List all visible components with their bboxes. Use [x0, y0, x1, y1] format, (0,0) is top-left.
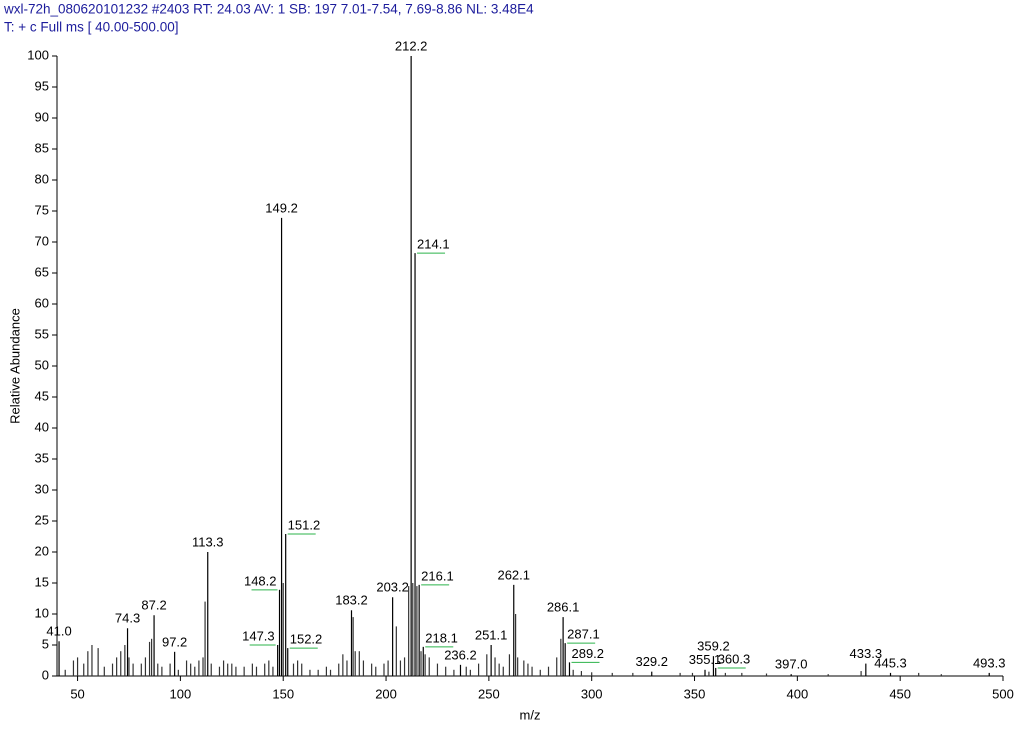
y-tick-label: 30 [35, 481, 49, 496]
peak-label: 236.2 [444, 647, 477, 662]
x-tick-label: 250 [478, 686, 500, 701]
x-tick-label: 400 [786, 686, 808, 701]
y-tick-label: 15 [35, 574, 49, 589]
peak-label: 359.2 [697, 639, 730, 654]
y-tick-label: 40 [35, 419, 49, 434]
peak-label: 87.2 [141, 598, 166, 613]
y-tick-label: 5 [42, 636, 49, 651]
x-tick-label: 350 [684, 686, 706, 701]
y-tick-label: 95 [35, 78, 49, 93]
peak-label: 41.0 [46, 624, 71, 639]
peak-label: 493.3 [973, 655, 1006, 670]
header-line: T: + c Full ms [ 40.00-500.00] [4, 20, 178, 35]
peak-label: 286.1 [547, 600, 580, 615]
y-tick-label: 90 [35, 109, 49, 124]
peak-label: 445.3 [874, 655, 907, 670]
peak-label: 218.1 [425, 630, 458, 645]
x-tick-label: 450 [889, 686, 911, 701]
peak-label: 149.2 [265, 200, 298, 215]
y-tick-label: 65 [35, 264, 49, 279]
peak-label: 251.1 [475, 627, 508, 642]
peak-label: 74.3 [115, 611, 140, 626]
peak-label: 262.1 [497, 567, 530, 582]
peak-label: 216.1 [421, 568, 454, 583]
y-tick-label: 100 [27, 47, 49, 62]
x-tick-label: 50 [70, 686, 84, 701]
y-tick-label: 55 [35, 326, 49, 341]
y-tick-label: 85 [35, 140, 49, 155]
peak-label: 433.3 [850, 646, 883, 661]
x-tick-label: 300 [581, 686, 603, 701]
y-tick-label: 80 [35, 171, 49, 186]
x-tick-label: 500 [992, 686, 1014, 701]
y-tick-label: 0 [42, 667, 49, 682]
header-line: wxl-72h_080620101232 #2403 RT: 24.03 AV:… [3, 2, 534, 17]
y-tick-label: 60 [35, 295, 49, 310]
peak-label: 203.2 [376, 580, 409, 595]
y-axis-label: Relative Abundance [7, 308, 22, 424]
peak-label: 148.2 [244, 573, 277, 588]
peak-label: 152.2 [290, 632, 323, 647]
y-tick-label: 35 [35, 450, 49, 465]
x-tick-label: 200 [375, 686, 397, 701]
y-tick-label: 20 [35, 543, 49, 558]
y-tick-label: 70 [35, 233, 49, 248]
peak-label: 212.2 [395, 38, 428, 53]
y-tick-label: 75 [35, 202, 49, 217]
y-tick-label: 25 [35, 512, 49, 527]
y-tick-label: 10 [35, 605, 49, 620]
peak-label: 147.3 [242, 628, 275, 643]
y-tick-label: 45 [35, 388, 49, 403]
peak-label: 287.1 [567, 627, 600, 642]
peak-label: 214.1 [417, 237, 450, 252]
peak-label: 289.2 [571, 646, 604, 661]
x-tick-label: 100 [170, 686, 192, 701]
y-tick-label: 50 [35, 357, 49, 372]
peak-label: 97.2 [162, 634, 187, 649]
peak-label: 355.1 [689, 652, 722, 667]
peak-label: 113.3 [192, 534, 224, 549]
peak-label: 183.2 [335, 593, 368, 608]
peak-label: 151.2 [288, 517, 321, 532]
peak-label: 397.0 [775, 657, 808, 672]
x-tick-label: 150 [272, 686, 294, 701]
peak-label: 329.2 [635, 654, 668, 669]
peak-label: 360.3 [718, 651, 751, 666]
x-axis-label: m/z [520, 707, 541, 722]
